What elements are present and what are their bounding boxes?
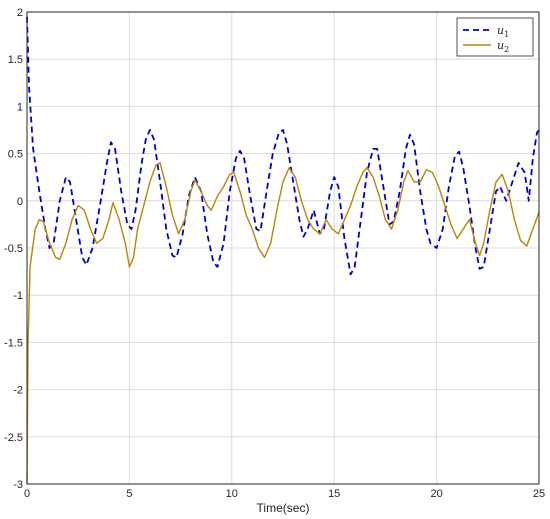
y-tick-label: 1 [17,101,23,113]
legend-subscript: 1 [504,30,509,39]
legend-name: u [497,39,504,52]
x-tick-labels: 0 5 10 15 20 25 [24,488,545,500]
plot-frame [26,11,540,485]
y-tick-label: -1 [13,290,23,302]
series-layer [26,16,540,485]
x-tick-label: 0 [24,488,30,500]
grid-lines [26,11,540,485]
x-tick-label: 10 [226,488,238,500]
y-tick-label: 0 [17,196,23,208]
x-tick-label: 20 [430,488,442,500]
y-tick-labels: 2 1.5 1 0.5 0 -0.5 -1 -1.5 -2 -2.5 -3 [4,7,23,491]
y-tick-label: -3 [13,479,23,491]
x-tick-label: 25 [533,488,545,500]
series-line-1 [26,16,540,276]
legend-subscript: 2 [504,45,509,54]
legend-entry-1: u1 [497,24,509,39]
y-tick-label: 0.5 [8,149,23,161]
y-tick-label: -1.5 [4,337,23,349]
x-tick-label: 5 [126,488,132,500]
y-tick-label: -0.5 [4,243,23,255]
x-axis-label: Time(sec) [257,501,310,515]
series-line-2 [26,162,540,485]
y-tick-label: -2.5 [4,432,23,444]
legend-box [456,17,534,57]
y-tick-label: 2 [17,7,23,19]
legend-entry-2: u2 [497,39,509,54]
y-tick-label: 1.5 [8,54,23,66]
y-tick-label: -2 [13,385,23,397]
legend-name: u [497,24,504,37]
x-tick-label: 15 [328,488,340,500]
